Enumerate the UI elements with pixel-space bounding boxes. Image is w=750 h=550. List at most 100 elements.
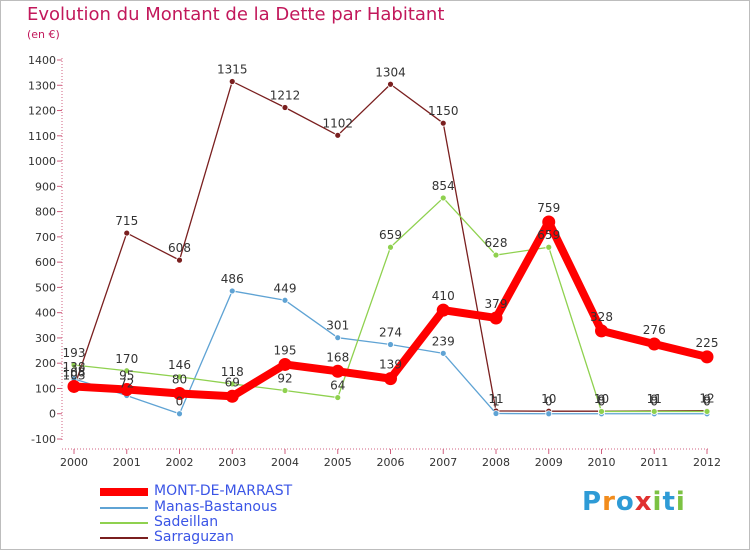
y-tick-label: 200: [35, 357, 56, 370]
y-tick-label: 1100: [28, 130, 56, 143]
data-point-sadeillan: [70, 361, 78, 369]
data-label-sarraguzan: 1304: [375, 65, 406, 79]
data-label-manas-bastanous: 72: [119, 377, 134, 391]
y-tick-label: 1000: [28, 155, 56, 168]
data-point-manas-bastanous: [387, 341, 394, 348]
data-label-sadeillan: 628: [485, 236, 508, 250]
data-label-manas-bastanous: 239: [432, 334, 455, 348]
data-point-sarraguzan: [228, 78, 236, 85]
data-point-mont-de-marrast: [67, 379, 81, 393]
data-point-manas-bastanous: [176, 410, 183, 418]
data-point-sadeillan: [492, 251, 500, 259]
y-tick-label: 400: [35, 307, 56, 320]
data-label-sadeillan: 146: [168, 358, 191, 372]
chart-title: Evolution du Montant de la Dette par Hab…: [27, 4, 445, 25]
legend-label-sarraguzan: Sarraguzan: [154, 529, 234, 545]
data-label-mont-de-marrast: 276: [643, 323, 666, 337]
data-label-sarraguzan: 103: [63, 369, 86, 383]
data-point-sarraguzan: [123, 229, 131, 237]
data-label-manas-bastanous: 449: [274, 281, 297, 295]
data-label-sadeillan: 193: [63, 346, 86, 360]
y-tick-label: 800: [35, 206, 56, 219]
data-point-sadeillan: [228, 380, 236, 388]
data-label-mont-de-marrast: 225: [696, 336, 719, 350]
x-tick-label: 2012: [693, 456, 721, 469]
x-tick-label: 2008: [482, 456, 510, 469]
data-point-manas-bastanous: [281, 296, 289, 304]
logo-letter: i: [675, 487, 686, 517]
data-label-mont-de-marrast: 379: [485, 297, 508, 311]
data-label-sarraguzan: 715: [115, 214, 138, 228]
x-tick-label: 2007: [429, 456, 457, 469]
x-tick-label: 2001: [113, 456, 141, 469]
data-label-sadeillan: 9: [703, 392, 711, 406]
y-tick-label: 1300: [28, 79, 56, 92]
data-point-mont-de-marrast: [436, 303, 450, 317]
data-point-sarraguzan: [281, 104, 289, 111]
data-point-manas-bastanous: [492, 410, 500, 417]
data-label-sadeillan: 170: [115, 352, 138, 366]
legend-swatch-sadeillan: [100, 522, 148, 524]
y-tick-label: 1400: [28, 54, 56, 67]
data-label-sadeillan: 659: [379, 228, 402, 242]
data-label-manas-bastanous: 0: [703, 395, 711, 409]
data-point-sadeillan: [598, 408, 605, 415]
data-label-sarraguzan: 608: [168, 241, 191, 255]
y-tick-label: 100: [35, 382, 56, 395]
data-point-manas-bastanous: [545, 410, 553, 418]
x-tick-label: 2003: [218, 456, 246, 469]
data-label-sarraguzan: 1150: [428, 104, 459, 118]
logo-letter: i: [652, 487, 663, 517]
data-label-manas-bastanous: 301: [326, 319, 349, 333]
data-label-sarraguzan: 1315: [217, 62, 248, 76]
data-label-sadeillan: 9: [598, 392, 606, 406]
x-tick-label: 2006: [377, 456, 405, 469]
data-label-sarraguzan: 1212: [270, 89, 301, 103]
data-point-mont-de-marrast: [700, 350, 714, 364]
data-label-sadeillan: 9: [650, 392, 658, 406]
x-tick-label: 2009: [535, 456, 563, 469]
data-label-sadeillan: 118: [221, 365, 244, 379]
logo-letter: P: [582, 487, 603, 517]
data-label-sadeillan: 659: [537, 228, 560, 242]
legend-item-mont-de-marrast: MONT-DE-MARRAST: [100, 483, 360, 499]
data-label-sadeillan: 64: [330, 379, 345, 393]
data-point-sadeillan: [703, 408, 711, 415]
logo-letter: o: [615, 487, 635, 517]
y-tick-label: 0: [49, 408, 56, 421]
data-point-mont-de-marrast: [278, 357, 292, 371]
data-label-manas-bastanous: 0: [545, 395, 553, 409]
data-point-sarraguzan: [334, 131, 342, 139]
data-label-manas-bastanous: 138: [63, 360, 86, 374]
data-point-sarraguzan: [387, 80, 394, 88]
y-tick-label: 1200: [28, 105, 56, 118]
line-chart: -100010020030040050060070080090010001100…: [28, 54, 721, 469]
data-point-mont-de-marrast: [489, 311, 503, 325]
legend-label-sadeillan: Sadeillan: [154, 514, 219, 530]
data-point-mont-de-marrast: [225, 389, 239, 403]
legend-swatch-mont-de-marrast: [100, 488, 148, 496]
x-tick-label: 2010: [588, 456, 616, 469]
data-point-mont-de-marrast: [384, 372, 397, 386]
data-point-sadeillan: [387, 243, 394, 251]
legend-item-manas-bastanous: Manas-Bastanous: [100, 499, 360, 515]
data-point-sadeillan: [439, 194, 447, 202]
data-point-manas-bastanous: [334, 334, 342, 342]
data-label-mont-de-marrast: 168: [326, 350, 349, 364]
data-label-manas-bastanous: 486: [221, 272, 244, 286]
data-point-sadeillan: [176, 373, 183, 381]
y-tick-label: -100: [31, 433, 56, 446]
y-tick-label: 500: [35, 281, 56, 294]
proxiti-logo: Proxiti: [582, 487, 686, 517]
legend-item-sarraguzan: Sarraguzan: [100, 529, 360, 545]
data-point-sadeillan: [545, 243, 553, 251]
data-point-mont-de-marrast: [647, 337, 661, 351]
data-label-manas-bastanous: 0: [650, 395, 658, 409]
data-label-sarraguzan: 12: [699, 392, 714, 406]
legend-swatch-sarraguzan: [100, 537, 148, 539]
data-point-mont-de-marrast: [120, 382, 134, 396]
logo-letter: r: [602, 487, 616, 517]
data-point-mont-de-marrast: [542, 215, 556, 229]
logo-letter: t: [662, 487, 676, 517]
data-point-sarraguzan: [176, 256, 183, 264]
